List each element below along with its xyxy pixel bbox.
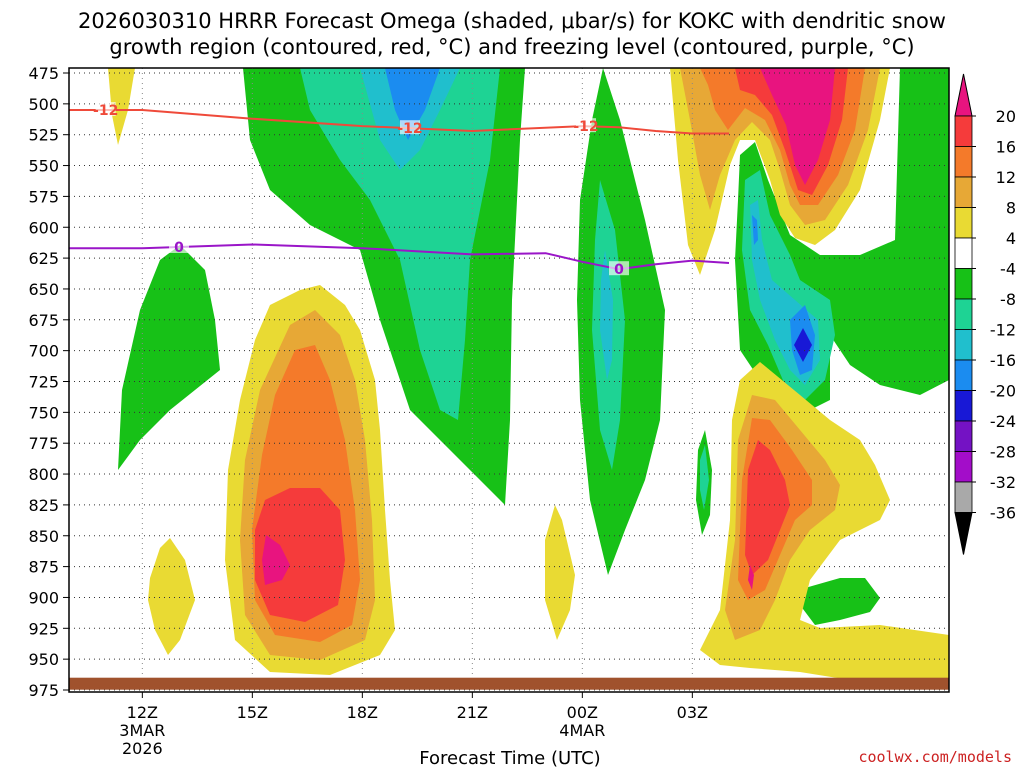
x-tick-date-00Z: 4MAR (559, 721, 605, 740)
x-tick-label-18Z: 18Z (347, 703, 378, 722)
y-tick-label-800: 800 (28, 465, 59, 484)
pressure-axis: 475 500 525 550 575 600 625 650 675 700 725 750 775 8… (28, 64, 69, 700)
y-tick-label-850: 850 (28, 527, 59, 546)
descent-region-00z-upper-magenta (760, 68, 835, 185)
colorbar-label-13: -36 (990, 504, 1016, 523)
y-tick-label-900: 900 (28, 588, 59, 607)
colorbar-bin-6 (954, 268, 973, 300)
y-tick-label-825: 825 (28, 496, 59, 515)
y-tick-label-975: 975 (28, 681, 59, 700)
y-tick-label-575: 575 (28, 187, 59, 206)
plot-area: -12 -12 -12 0 0 (69, 68, 949, 692)
freezing-label-1: 0 (174, 240, 184, 256)
y-tick-label-950: 950 (28, 650, 59, 669)
ascent-core-upper-left (300, 68, 500, 420)
descent-region-15z-red (255, 488, 345, 622)
y-tick-label-550: 550 (28, 157, 59, 176)
colorbar-top-arrow (954, 73, 973, 117)
y-tick-label-475: 475 (28, 64, 59, 83)
x-tick-date-12Z: 3MAR (119, 721, 165, 740)
dgz-label-2-bg (400, 120, 420, 135)
colorbar-bin-8 (954, 329, 973, 361)
y-tick-label-600: 600 (28, 218, 59, 237)
x-tick-label-21Z: 21Z (457, 703, 488, 722)
x-axis-label: Forecast Time (UTC) (419, 748, 600, 768)
colorbar-label-12: -32 (990, 473, 1016, 492)
colorbar: 20 16 12 8 4 -4 -8 -12 -16 -20 -24 -28 -32 -36 (954, 73, 1016, 555)
dgz-label-3: -12 (573, 119, 598, 135)
y-tick-label-700: 700 (28, 342, 59, 361)
colorbar-label-2: 12 (996, 168, 1016, 187)
dgz-label-3-bg (576, 118, 596, 133)
colorbar-bin-12 (954, 451, 973, 483)
colorbar-bin-9 (954, 359, 973, 391)
ascent-region-low-00z (800, 578, 880, 625)
y-tick-label-725: 725 (28, 373, 59, 392)
contour-labels: -12 -12 -12 0 0 (93, 102, 629, 278)
surface-terrain-band (69, 677, 949, 690)
freezing-label-2: 0 (614, 262, 624, 278)
chart-title-line2: growth region (contoured, red, °C) and f… (109, 35, 914, 59)
ascent-core-cyan-21z (600, 250, 613, 380)
y-tick-label-525: 525 (28, 126, 59, 145)
gridlines (69, 68, 949, 692)
colorbar-bin-2 (954, 146, 973, 178)
colorbar-label-9: -20 (990, 382, 1016, 401)
colorbar-label-3: 8 (1006, 199, 1016, 218)
freezing-label-2-bg (609, 261, 629, 276)
ascent-core-00z-deepblue (794, 328, 812, 362)
y-tick-label-500: 500 (28, 95, 59, 114)
colorbar-label-4: 4 (1006, 229, 1016, 248)
colorbar-bin-5 (954, 237, 973, 269)
dgz-label-1: -12 (93, 103, 118, 119)
colorbar-bin-11 (954, 420, 973, 452)
colorbar-label-0: 20 (996, 107, 1016, 126)
y-tick-label-675: 675 (28, 311, 59, 330)
colorbar-label-1: 16 (996, 138, 1016, 157)
descent-region-00z-lower-red (745, 440, 790, 575)
descent-region-12z (148, 538, 195, 655)
x-tick-label-15Z: 15Z (237, 703, 268, 722)
y-tick-label-875: 875 (28, 558, 59, 577)
y-tick-label-750: 750 (28, 403, 59, 422)
descent-region-00z-lower-magenta (748, 565, 754, 590)
descent-region-15z-magenta (262, 535, 290, 585)
colorbar-bin-3 (954, 176, 973, 208)
x-tick-year-12Z: 2026 (122, 739, 163, 758)
credit-text: coolwx.com/models (858, 748, 1012, 766)
ascent-region-left-column (118, 245, 220, 470)
dgz-label-2: -12 (397, 121, 422, 137)
colorbar-bin-1 (954, 115, 973, 147)
colorbar-bin-4 (954, 207, 973, 239)
y-tick-label-625: 625 (28, 249, 59, 268)
descent-region-top-left (108, 68, 135, 145)
chart-title-line1: 2026030310 HRRR Forecast Omega (shaded, … (78, 9, 946, 33)
colorbar-bin-10 (954, 390, 973, 422)
x-tick-label-03Z: 03Z (677, 703, 708, 722)
dgz-contour-minus12 (69, 109, 729, 135)
x-tick-label-00Z: 00Z (567, 703, 598, 722)
y-tick-label-650: 650 (28, 280, 59, 299)
freezing-label-1-bg (169, 238, 189, 253)
colorbar-label-10: -24 (990, 412, 1016, 431)
colorbar-bin-13 (954, 481, 973, 513)
colorbar-bin-7 (954, 298, 973, 330)
x-tick-label-12Z: 12Z (127, 703, 158, 722)
plot-frame (68, 67, 950, 693)
ascent-core-22z-teal (700, 445, 709, 510)
colorbar-label-6: -8 (1000, 290, 1016, 309)
y-tick-label-775: 775 (28, 434, 59, 453)
ascent-core-00z-blue (752, 215, 815, 375)
descent-region-20z (545, 505, 575, 640)
y-tick-label-925: 925 (28, 619, 59, 638)
colorbar-label-11: -28 (990, 443, 1016, 462)
colorbar-label-5: -4 (1000, 260, 1016, 279)
colorbar-label-7: -12 (990, 321, 1016, 340)
colorbar-bottom-arrow (954, 512, 973, 555)
ascent-core-blue-upper (385, 68, 440, 140)
colorbar-label-8: -16 (990, 351, 1016, 370)
dgz-label-1-bg (95, 102, 116, 117)
